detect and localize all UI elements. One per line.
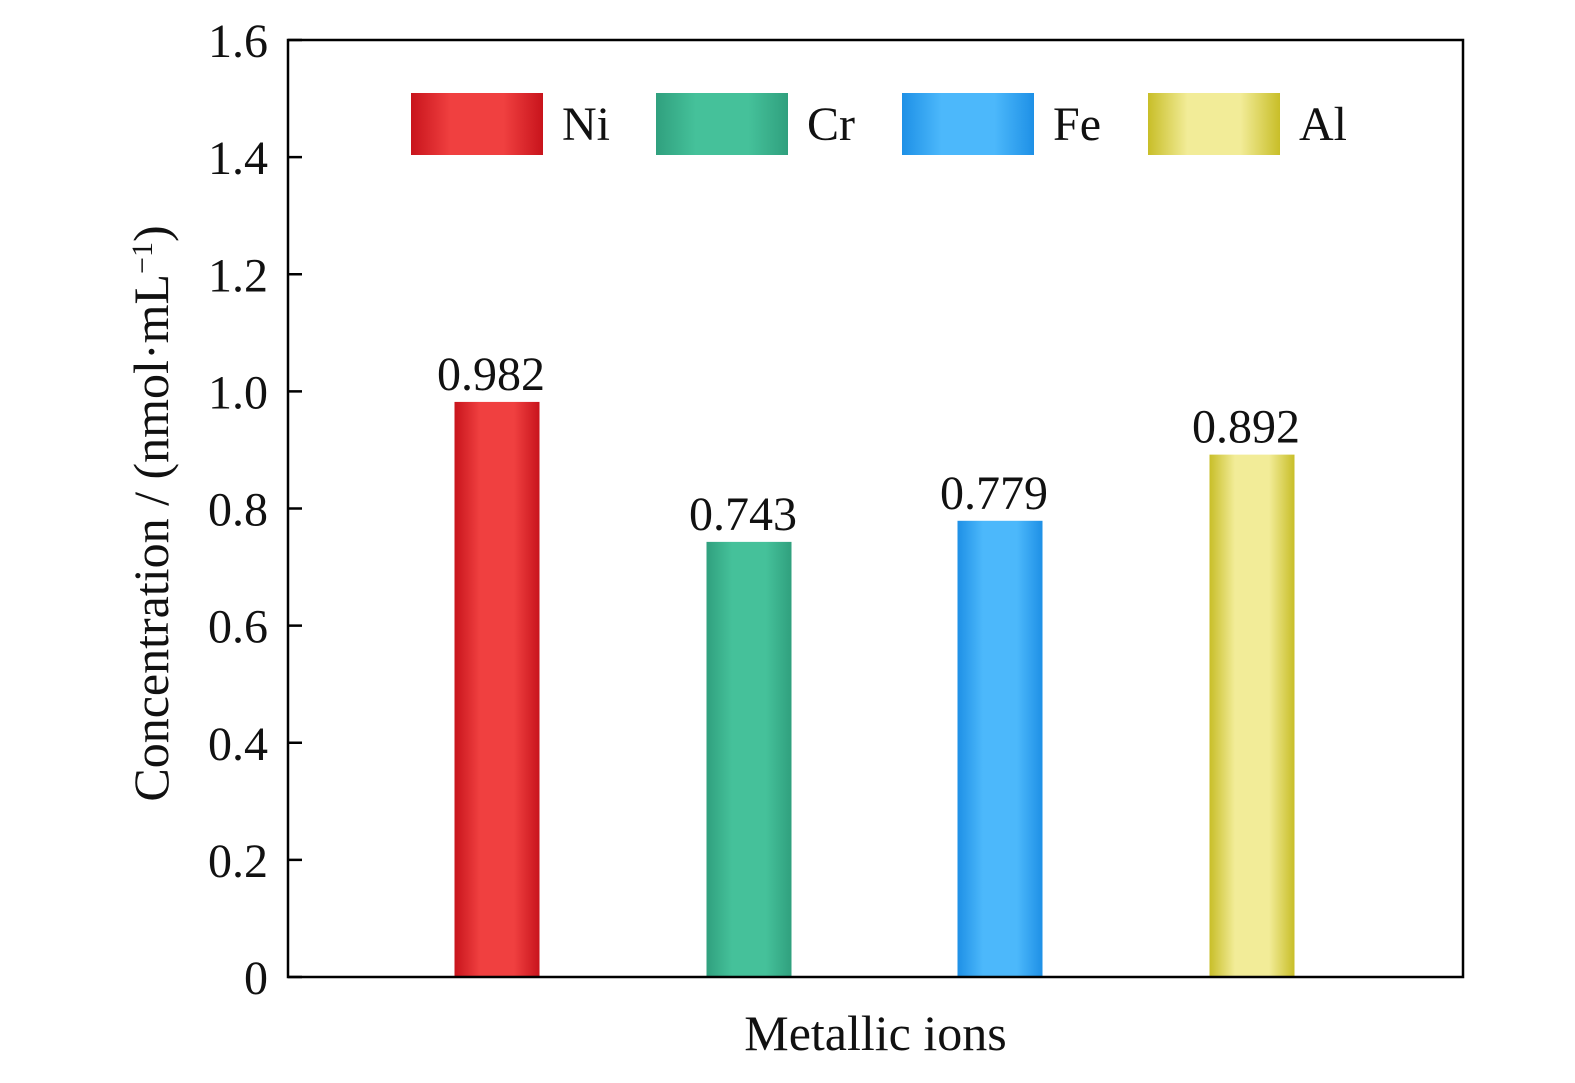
- y-tick-label: 1.6: [208, 15, 268, 68]
- legend-swatch-cr: [656, 93, 788, 155]
- bar-fe: [957, 520, 1043, 977]
- y-tick-label: 0.4: [208, 718, 268, 771]
- y-tick-label: 0: [244, 952, 268, 1005]
- y-tick-label: 1.2: [208, 249, 268, 302]
- y-axis-title: Concentration / (nmol·mL−1): [123, 225, 179, 801]
- value-label-fe: 0.779: [940, 467, 1048, 520]
- legend-label-cr: Cr: [807, 98, 855, 151]
- x-axis-title: Metallic ions: [744, 1005, 1006, 1061]
- legend-label-fe: Fe: [1053, 98, 1101, 151]
- axes: 0 0.2 0.4 0.6 0.8 1.0 1.2 1.4 1.6 Metallic ions Co…: [123, 15, 1465, 1061]
- legend: Ni Cr Fe Al: [411, 93, 1347, 155]
- legend-label-ni: Ni: [562, 98, 610, 151]
- y-tick-label: 1.0: [208, 366, 268, 419]
- y-tick-label: 1.4: [208, 132, 268, 185]
- bar-al: [1209, 454, 1295, 977]
- legend-swatch-fe: [902, 93, 1034, 155]
- bar-cr: [706, 541, 792, 977]
- y-tick-label: 0.8: [208, 484, 268, 537]
- plot-area: 0.982 0.743 0.779 0.892: [437, 348, 1300, 977]
- value-label-ni: 0.982: [437, 348, 545, 401]
- legend-swatch-al: [1148, 93, 1280, 155]
- legend-swatch-ni: [411, 93, 543, 155]
- legend-label-al: Al: [1299, 98, 1347, 151]
- y-tick-label: 0.6: [208, 601, 268, 654]
- bar-ni: [454, 401, 540, 977]
- y-tick-label: 0.2: [208, 835, 268, 888]
- value-label-cr: 0.743: [689, 488, 797, 541]
- value-label-al: 0.892: [1192, 401, 1300, 454]
